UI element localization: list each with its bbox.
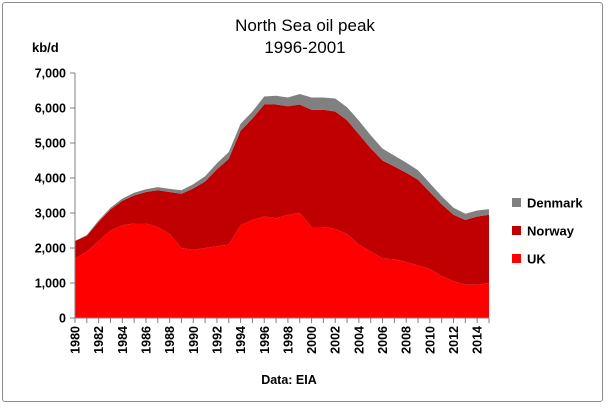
- x-tick-label: 1990: [187, 326, 201, 354]
- x-tick-labels: 1980 1982 1984 1986 1988 1990 1992 1994 1996 1998…: [69, 326, 485, 354]
- x-tick-label: 2000: [305, 326, 319, 354]
- x-tick-label: 1992: [210, 326, 224, 354]
- y-tick-label: 1,000: [35, 277, 66, 291]
- x-tick-label: 2006: [376, 326, 390, 354]
- legend-swatch-denmark: [512, 198, 521, 207]
- y-tick-label: 5,000: [35, 137, 66, 151]
- x-tick-label: 2004: [352, 326, 366, 354]
- y-axis-label: kb/d: [32, 40, 59, 55]
- area-uk: [75, 213, 489, 318]
- legend-swatch-norway: [512, 226, 521, 235]
- x-tick-label: 2014: [471, 326, 485, 354]
- y-tick-label: 6,000: [35, 102, 66, 116]
- x-tick-label: 1984: [116, 326, 130, 354]
- x-tick-label: 2002: [329, 326, 343, 354]
- y-tick-labels: 0 1,000 2,000 3,000 4,000 5,000 6,000 7,000: [35, 67, 66, 326]
- x-tick-label: 2008: [400, 326, 414, 354]
- x-tick-label: 1994: [234, 326, 248, 354]
- x-tick-label: 2010: [423, 326, 437, 354]
- legend-label-norway: Norway: [527, 224, 575, 239]
- x-tick-label: 1980: [69, 326, 83, 354]
- source-note: Data: EIA: [261, 373, 317, 387]
- y-tick-label: 7,000: [35, 67, 66, 81]
- x-tick-label: 1986: [139, 326, 153, 354]
- legend-label-denmark: Denmark: [527, 196, 583, 211]
- y-tick-label: 2,000: [35, 242, 66, 256]
- x-tick-label: 1998: [281, 326, 295, 354]
- y-tick-label: 4,000: [35, 172, 66, 186]
- x-tick-label: 2012: [447, 326, 461, 354]
- legend: Denmark Norway UK: [512, 196, 583, 267]
- chart-title-line-1: North Sea oil peak: [235, 16, 375, 35]
- y-tick-label: 0: [59, 312, 66, 326]
- legend-swatch-uk: [512, 254, 521, 263]
- x-tick-label: 1988: [163, 326, 177, 354]
- area-denmark: [75, 94, 489, 241]
- x-tick-label: 1996: [258, 326, 272, 354]
- legend-label-uk: UK: [527, 252, 546, 267]
- chart-title-line-2: 1996-2001: [264, 38, 345, 57]
- axes-group: [70, 72, 490, 323]
- x-tick-label: 1982: [92, 326, 106, 354]
- y-tick-label: 3,000: [35, 207, 66, 221]
- area-norway: [75, 104, 489, 285]
- area-series-group: [75, 94, 489, 318]
